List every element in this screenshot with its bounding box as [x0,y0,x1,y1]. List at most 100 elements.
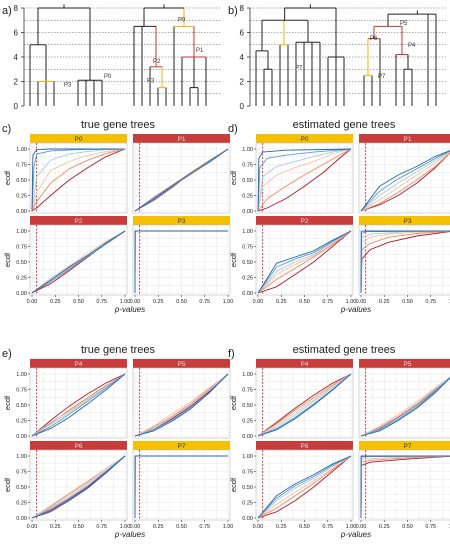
ecdf-line-n200 [257,373,352,437]
ecdf-line-n1000 [31,373,126,437]
tree-label-p6: P6 [370,36,378,42]
facet-strip [359,216,450,225]
y-axis-label: ecdf [229,170,238,185]
facet-strip-label: P6 [75,443,83,450]
y-tick-label: 0.50 [242,178,253,184]
y-tick-label: 0.75 [16,470,27,476]
y-tick-label: 0.50 [16,178,27,184]
y-tick-label: 0.00 [242,434,253,440]
facet-p0: P0 0.00 0.25 0.50 0.75 1.00 [242,134,354,215]
x-tick-label: 1.00 [120,524,131,530]
x-tick-label: 0.00 [356,524,367,530]
facet-strip [133,359,230,368]
ecdf-line-n1000 [31,148,125,212]
x-tick-label: 0.25 [276,524,287,530]
facet-plot-area [358,449,450,521]
x-tick-label: 0.75 [199,524,210,530]
facet-strip [133,441,230,450]
y-axis-label: ecdf [229,477,238,492]
facet-strip [133,134,230,143]
y-tick-label: 0.25 [16,194,27,200]
tree-y-tick-label: 8 [14,4,19,13]
x-tick-label: 1.00 [449,299,450,305]
x-tick-label: 1.00 [223,299,234,305]
y-tick-label: 0.00 [16,516,27,522]
x-tick-label: 0.50 [299,299,310,305]
x-tick-label: 0.25 [153,524,164,530]
facet-strip-label: P3 [404,218,412,225]
panel-label-f: f) [228,348,235,360]
ecdf-line-n500 [257,455,352,519]
section-title: true gene trees [81,119,155,131]
y-tick-label: 0.75 [16,388,27,394]
y-tick-label: 0.75 [242,245,253,251]
x-tick-label: 0.00 [130,524,141,530]
facet-p0: P0 0.00 0.25 0.50 0.75 1.00 [16,134,128,215]
tree-y-tick-label: 0 [14,102,19,111]
facet-strip [256,216,353,225]
ecdf-line-n500 [31,455,126,519]
facet-p3: P3 0.00 0.25 0.50 0.75 1.00 [356,216,450,305]
ecdf-group-d: estimated gene trees P0 0.00 0.25 0.50 0.75 1.… [229,119,450,314]
ecdf-panels: true gene trees P0 0.00 0.25 0.50 0.75 1.00 P1 P… [3,119,450,539]
tree-label-p0: P0 [178,17,186,23]
ecdf-line-n50 [257,455,352,519]
ecdf-line-n1000 [134,148,229,212]
facet-strip-label: P1 [178,136,186,143]
panel-label-a: a) [2,5,12,17]
y-axis-label: ecdf [3,477,12,492]
y-tick-label: 0.25 [242,501,253,507]
facet-strip [133,216,230,225]
facet-strip-label: P3 [178,218,186,225]
ecdf-line-n1000 [360,230,450,294]
ecdf-line-n100 [31,455,126,519]
ecdf-line-n20 [257,455,352,519]
facet-strip [256,441,353,450]
ecdf-line-n50 [31,148,126,212]
ecdf-line-n500 [257,148,352,212]
facet-strip [359,359,450,368]
y-tick-label: 0.25 [16,419,27,425]
panel-label-c: c) [2,123,11,135]
y-tick-label: 0.00 [242,209,253,215]
facet-p3: P3 0.00 0.25 0.50 0.75 1.00 [130,216,234,305]
y-tick-label: 1.00 [16,372,27,378]
ecdf-line-n100 [134,373,229,437]
x-tick-label: 0.75 [322,299,333,305]
y-tick-label: 1.00 [242,229,253,235]
tree-label-p1: P1 [196,48,204,54]
tree-y-tick-label: 0 [240,102,245,111]
facet-strip [30,441,127,450]
ecdf-group-f: estimated gene trees P4 0.00 0.25 0.50 0.75 1.… [229,344,450,539]
y-tick-label: 0.50 [242,260,253,266]
y-tick-label: 1.00 [16,454,27,460]
ecdf-line-n200 [31,373,126,437]
ecdf-line-n100 [257,148,352,212]
x-tick-label: 0.00 [27,299,38,305]
facet-strip-label: P2 [301,218,309,225]
tree-a: P0 P1 P2 P3 P3 P0 [29,4,207,106]
facet-p4: P4 0.00 0.25 0.50 0.75 1.00 [16,359,128,440]
x-tick-label: 0.50 [299,524,310,530]
ecdf-line-n50 [257,373,352,437]
y-tick-label: 0.00 [242,516,253,522]
ecdf-line-n100 [31,148,126,212]
ecdf-line-n500 [360,377,450,437]
facet-strip-label: P5 [404,361,412,368]
panel-label-e: e) [2,348,12,360]
x-tick-label: 0.50 [73,299,84,305]
y-tick-label: 1.00 [242,454,253,460]
x-axis-label: p-values [340,305,371,314]
ecdf-line-n1000 [360,455,450,519]
x-axis-label: p-values [340,530,371,539]
x-tick-label: 0.25 [379,299,390,305]
facet-strip-label: P1 [404,136,412,143]
x-tick-label: 1.00 [346,524,357,530]
ecdf-line-n50 [360,152,450,212]
ecdf-line-n20 [257,148,352,212]
ecdf-line-n1000 [134,455,228,519]
ecdf-line-n100 [257,455,352,519]
y-tick-label: 1.00 [16,229,27,235]
ecdf-line-n20 [257,373,352,437]
